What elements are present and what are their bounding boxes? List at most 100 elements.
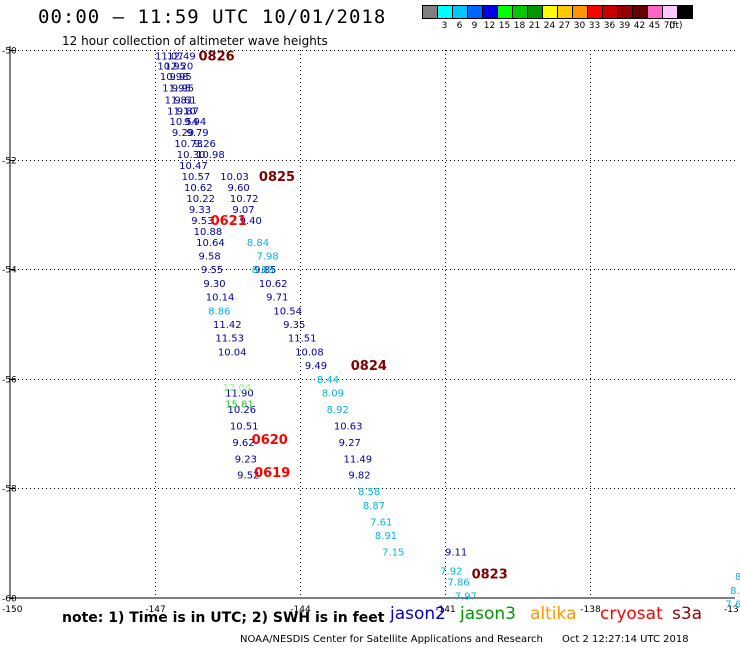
wave-height-label: 8.84 [247,238,269,249]
wave-height-label: 15.81 [225,399,254,410]
y-tick-label: -56 [2,376,17,386]
pass-time-label: 0620 [252,433,288,448]
pass-time-label: 0824 [351,359,387,374]
wave-height-label: 10.54 [273,306,302,317]
x-tick-label: -141 [435,605,455,615]
wave-height-label: 10.98 [160,72,189,83]
y-tick-label: -50 [2,47,17,57]
y-tick-label: -58 [2,485,17,495]
page-title: 00:00 – 11:59 UTC 10/01/2018 [38,6,387,28]
wave-height-label: 8.09 [322,389,344,400]
wave-height-label: 10.63 [334,421,363,432]
footer-timestamp: Oct 2 12:27:14 UTC 2018 [562,634,689,645]
wave-height-label: 9.35 [283,320,305,331]
wave-height-label: 7.86 [447,578,469,589]
legend-swatch [677,5,693,19]
wave-height-label: 7.92 [440,567,462,578]
wave-height-label: 7.66 [725,599,740,610]
wave-height-label: 9.40 [240,216,262,227]
wave-height-label: 9.30 [203,279,225,290]
pass-time-label: 0619 [254,466,290,481]
wave-height-label: 10.47 [179,161,208,172]
satellite-altika: altika [530,604,577,624]
wave-height-label: 9.60 [228,183,250,194]
color-legend: 3 6 9 12 15 18 21 24 27 30 33 36 39 42 45 70 (ft) [422,5,732,33]
wave-height-label: 10.04 [218,347,247,358]
legend-label: 39 [618,21,631,31]
wave-height-label: 8.87 [363,501,385,512]
wave-height-label: 11.81 [165,95,194,106]
pass-time-label: 0825 [259,170,295,185]
legend-labels: 3 6 9 12 15 18 21 24 27 30 33 36 39 42 45 70 (ft) [422,19,732,33]
wave-height-label: 9.95 [170,72,192,83]
legend-label: 30 [573,21,586,31]
wave-height-label: 9.58 [199,252,221,263]
legend-label: 18 [513,21,526,31]
wave-height-label: 10.88 [194,227,223,238]
pass-time-label: 0826 [199,49,235,64]
wave-height-label: 9.53 [191,216,213,227]
pass-time-label: 0823 [472,567,508,582]
wave-height-label: 10.22 [186,194,215,205]
legend-swatches [422,5,732,19]
wave-height-label: 12.49 [167,51,196,62]
y-tick-label: -60 [2,595,17,605]
legend-label: 27 [558,21,571,31]
pass-time-label: 0621 [211,214,247,229]
wave-height-label: 10.08 [295,347,324,358]
wave-height-label: 9.79 [186,128,208,139]
wave-height-label: 9.23 [235,454,257,465]
wave-height-label: 10.03 [220,172,249,183]
satellite-jason2: jason2 [390,604,446,624]
legend-unit: (ft) [669,21,683,31]
wave-height-label: 11.10 [167,106,196,117]
wave-height-label: 8.40 [730,586,740,597]
wave-height-label: 10.51 [230,421,259,432]
satellite-cryosat: cryosat [600,604,663,624]
wave-height-label: 11.53 [215,334,244,345]
wave-height-label: 9.55 [201,265,223,276]
wave-height-label: 8.91 [375,531,397,542]
legend-label: 12 [483,21,496,31]
wave-height-label: 9.94 [184,117,206,128]
wave-height-label: 9.26 [194,139,216,150]
satellite-jason3: jason3 [460,604,516,624]
x-edge-label-left: -150 [2,605,23,615]
wave-height-label: 9.62 [232,438,254,449]
wave-height-label: 9.61 [174,95,196,106]
legend-label: 9 [471,21,478,31]
legend-label: 45 [648,21,661,31]
y-tick-label: -52 [2,157,17,167]
legend-label: 36 [603,21,616,31]
wave-height-label: 10.62 [184,183,213,194]
wave-height-label: 10.95 [157,61,186,72]
wave-height-label: 11.90 [225,389,254,400]
wave-height-label: 9.82 [348,471,370,482]
x-edge-label-right: -13 [724,605,739,615]
wave-height-label: 7.97 [455,591,477,602]
note-text: note: 1) Time is in UTC; 2) SWH is in fe… [62,610,385,626]
x-tick-label: -147 [145,605,165,615]
wave-height-label: 8.80 [252,265,274,276]
wave-height-label: 10.26 [228,405,257,416]
wave-height-label: 9.29 [172,128,194,139]
wave-height-label: 11.49 [344,454,373,465]
wave-height-label: 10.72 [230,194,259,205]
legend-label: 24 [543,21,556,31]
wave-height-label: 10.30 [177,150,206,161]
wave-height-label: 9.87 [177,106,199,117]
wave-height-label: 10.57 [182,172,211,183]
wave-height-label: 11.07 [155,51,184,62]
legend-label: 15 [498,21,511,31]
wave-height-label: 9.07 [232,205,254,216]
satellite-s3a: s3a [672,604,703,624]
x-tick-label: -144 [290,605,311,615]
wave-height-label: 9.95 [172,83,194,94]
footer-org: NOAA/NESDIS Center for Satellite Applica… [240,634,543,645]
wave-height-label: 7.61 [370,517,392,528]
wave-height-label: 10.54 [170,117,199,128]
wave-height-label: 9.33 [189,205,211,216]
x-tick-label: -138 [580,605,601,615]
page-subtitle: 12 hour collection of altimeter wave hei… [62,34,328,48]
